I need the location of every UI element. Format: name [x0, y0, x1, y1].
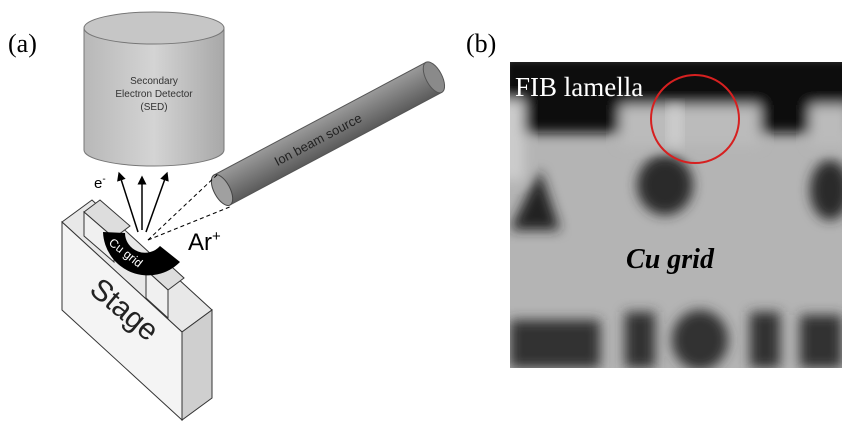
- figure: (a) Secondary Electron Detector (SED) Io…: [0, 0, 842, 433]
- grid-label: Cu grid: [626, 244, 715, 275]
- micrograph: FIB lamella Cu grid: [500, 55, 842, 370]
- panel-label: (b): [466, 29, 496, 58]
- ion-symbol: Ar: [188, 229, 212, 256]
- detector-label: (SED): [140, 102, 167, 113]
- electron-symbol: e: [94, 175, 102, 192]
- electron-charge: -: [102, 174, 105, 185]
- detector: Secondary Electron Detector (SED): [84, 12, 224, 166]
- electron-label: e-: [94, 174, 106, 192]
- ion-charge: +: [212, 228, 221, 245]
- detector-label: Secondary: [130, 76, 178, 87]
- panel-label: (a): [8, 29, 37, 58]
- detector-label: Electron Detector: [115, 89, 193, 100]
- ion-label: Ar+: [188, 228, 221, 256]
- lamella-label: FIB lamella: [515, 72, 643, 102]
- ion-source: Ion beam source: [207, 59, 449, 209]
